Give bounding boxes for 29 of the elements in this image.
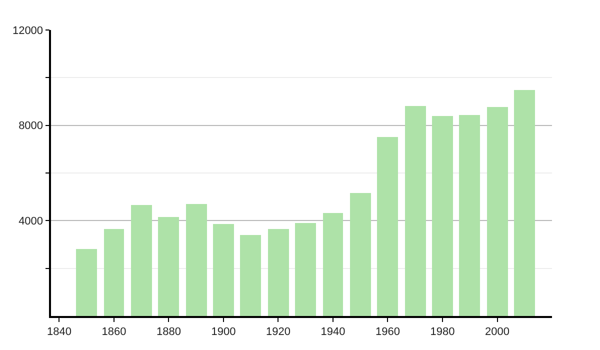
bar [104,229,124,316]
x-tick-label: 1840 [46,326,72,338]
bar [213,224,234,316]
x-tick-label: 1940 [320,326,346,338]
bar [459,115,480,316]
bar [268,229,289,316]
x-tick-label: 1880 [156,326,181,338]
x-tick-label: 1900 [211,326,236,338]
y-tick-label: 8000 [18,120,44,132]
x-tick-label: 1980 [430,326,455,338]
bar [323,213,343,316]
x-tick-label: 1960 [376,326,400,338]
x-tick-label: 1920 [266,326,290,338]
bar [514,90,535,316]
bar [295,223,316,316]
bar [240,235,261,316]
bar [405,106,426,316]
y-tick-label: 12000 [12,24,44,37]
bar [377,137,398,316]
bar [76,249,97,316]
bar [487,107,508,316]
x-tick-label: 1860 [102,326,126,338]
bar [350,193,371,316]
y-tick-label: 4000 [18,216,44,228]
bar [131,205,152,316]
bar [186,204,207,316]
bar [158,217,179,316]
x-tick-label: 2000 [485,326,510,338]
bar [432,116,453,316]
